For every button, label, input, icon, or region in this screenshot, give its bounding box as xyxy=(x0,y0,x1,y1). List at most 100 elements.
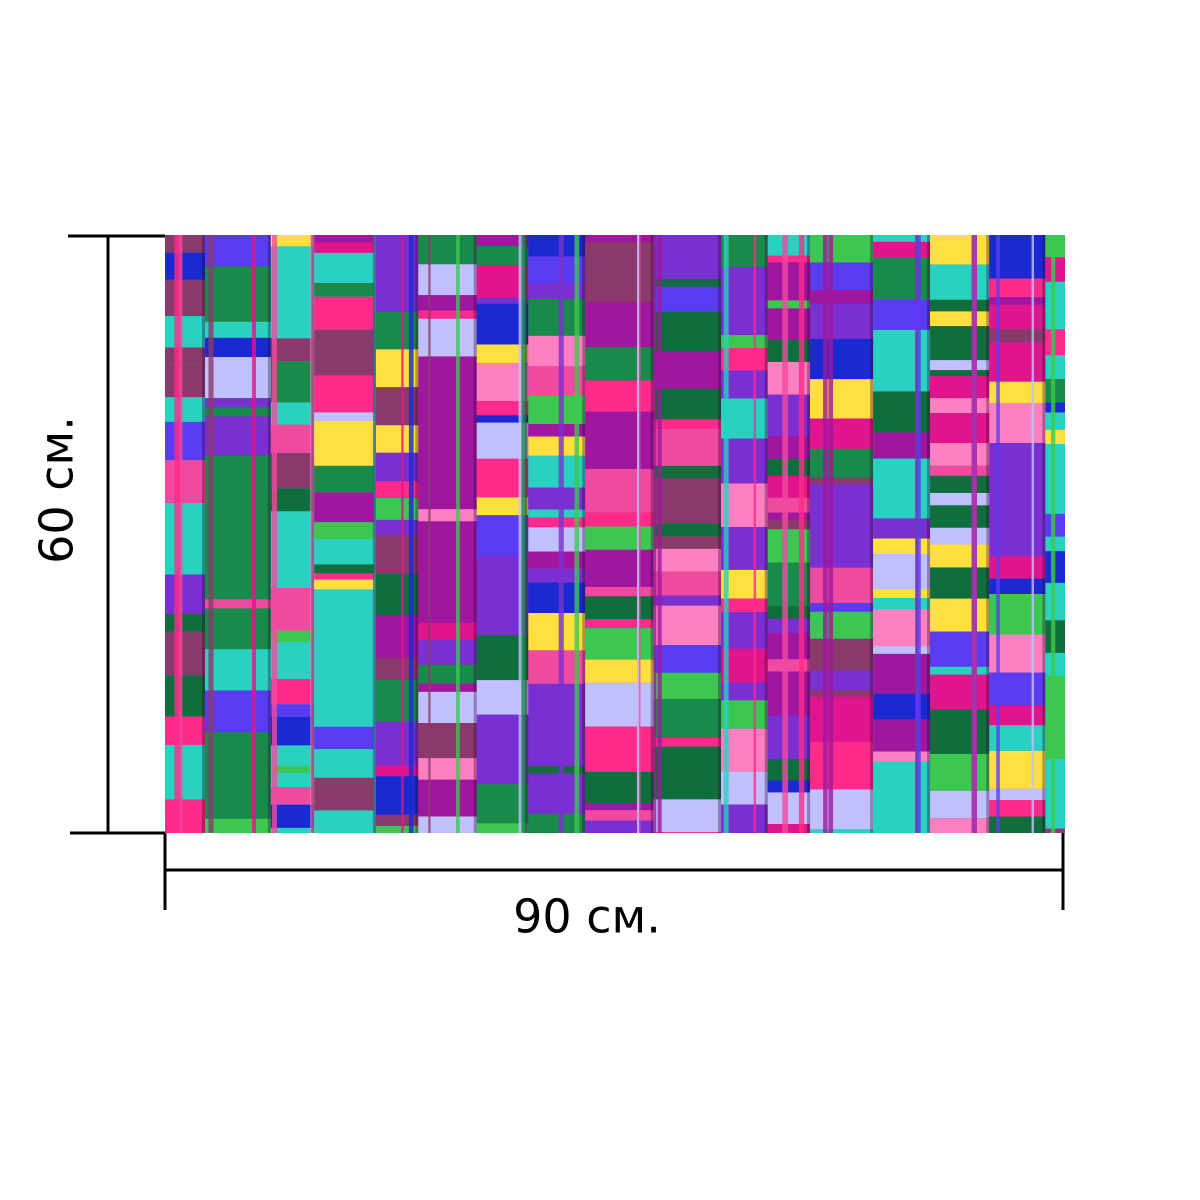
fabric-stripe xyxy=(428,235,431,833)
fabric-stripe xyxy=(873,432,932,459)
fabric-stripe xyxy=(270,587,316,631)
fabric-stripe xyxy=(375,498,420,520)
fabric-stripe xyxy=(653,595,723,606)
fabric-stripe xyxy=(873,598,932,610)
fabric-stripe xyxy=(314,726,377,750)
fabric-stripe xyxy=(653,571,723,596)
fabric-stripe xyxy=(810,379,875,419)
fabric-stripe xyxy=(205,690,272,733)
fabric-stripe xyxy=(418,816,478,833)
fabric-stripe xyxy=(165,347,207,364)
fabric-stripe xyxy=(314,579,377,590)
fabric-stripe xyxy=(271,235,278,833)
fabric-stripe xyxy=(653,351,723,389)
fabric-stripe xyxy=(270,630,316,643)
fabric-stripe xyxy=(205,599,272,609)
fabric-stripe xyxy=(476,344,530,364)
fabric-stripe xyxy=(528,436,587,456)
fabric-stripe xyxy=(314,777,377,811)
fabric-stripe xyxy=(823,235,828,833)
fabric-stripe xyxy=(653,605,723,646)
fabric-stripe xyxy=(767,339,812,362)
fabric-stripe xyxy=(165,421,207,461)
fabric-stripe xyxy=(418,264,478,296)
fabric-stripe xyxy=(721,398,769,439)
fabric-stripe xyxy=(205,357,272,399)
fabric-stripe xyxy=(418,622,478,640)
fabric-stripe xyxy=(873,646,932,654)
fabric-stripe xyxy=(270,716,316,746)
fabric-stripe xyxy=(930,398,991,414)
fabric-stripe xyxy=(636,235,640,833)
fabric-stripe xyxy=(810,789,875,830)
fabric-stripe xyxy=(930,311,991,327)
fabric-stripe xyxy=(653,672,723,700)
fabric-stripe xyxy=(314,329,377,376)
fabric-stripe xyxy=(930,264,991,300)
fabric-stripe xyxy=(585,468,655,513)
fabric-stripe xyxy=(165,574,207,614)
fabric-stripe xyxy=(528,551,587,569)
fabric-stripe xyxy=(767,458,812,477)
fabric-stripe xyxy=(930,544,991,568)
fabric-stripe xyxy=(528,424,587,437)
fabric-stripe xyxy=(767,715,812,760)
fabric-stripe xyxy=(558,235,564,833)
fabric-stripe xyxy=(767,308,812,340)
fabric-stripe xyxy=(810,567,875,604)
fabric-stripe xyxy=(810,448,875,478)
fabric-stripe xyxy=(767,519,812,530)
fabric-stripe xyxy=(585,347,655,381)
fabric-stripe xyxy=(653,699,723,738)
fabric-stripe xyxy=(585,682,655,727)
fabric-stripe xyxy=(873,391,932,433)
fabric-stripe xyxy=(314,465,377,493)
fabric-stripe xyxy=(653,536,723,549)
fabric-stripe xyxy=(810,262,875,269)
fabric-stripe xyxy=(585,771,655,804)
fabric-stripe xyxy=(415,235,419,833)
fabric-stripe xyxy=(418,310,478,319)
fabric-stripe xyxy=(721,728,769,772)
fabric-stripe xyxy=(165,252,207,280)
fabric-stripe xyxy=(314,522,377,540)
fabric-stripe xyxy=(653,548,723,572)
fabric-stripe xyxy=(810,756,875,790)
fabric-stripe xyxy=(165,758,207,767)
fabric-stripe xyxy=(782,235,789,833)
fabric-stripe xyxy=(810,611,875,639)
fabric-stripe xyxy=(930,666,991,675)
fabric-stripe xyxy=(930,527,991,545)
fabric-stripe xyxy=(930,443,991,466)
fabric-stripe xyxy=(653,832,723,833)
fabric-stripe xyxy=(585,380,655,412)
fabric-stripe xyxy=(810,418,875,440)
fabric-stripe xyxy=(930,631,991,667)
fabric-stripe xyxy=(202,235,206,833)
fabric-stripe xyxy=(653,235,723,280)
fabric-stripe xyxy=(930,818,991,833)
fabric-stripe xyxy=(767,562,812,607)
fabric-stripe xyxy=(525,235,529,833)
fabric-stripe xyxy=(165,235,207,253)
fabric-stripe xyxy=(653,419,723,429)
fabric-stripe xyxy=(873,609,932,647)
fabric-stripe xyxy=(650,235,654,833)
fabric-stripe xyxy=(165,460,207,504)
fabric-stripe xyxy=(657,235,662,833)
fabric-stripe xyxy=(311,235,315,833)
fabric-stripe xyxy=(873,458,932,488)
fabric-stripe xyxy=(989,297,1047,305)
fabric-stripe xyxy=(174,235,180,833)
fabric-stripe xyxy=(476,235,530,246)
fabric-stripe xyxy=(375,765,420,777)
fabric-stripe xyxy=(767,659,812,672)
fabric-stripe xyxy=(986,235,990,833)
fabric-stripe xyxy=(205,623,272,650)
fabric-stripe xyxy=(807,235,811,833)
fabric-stripe xyxy=(418,683,478,692)
fabric-stripe xyxy=(721,598,769,612)
fabric-stripe xyxy=(252,235,257,833)
fabric-stripe xyxy=(418,639,478,665)
fabric-stripe xyxy=(767,300,812,309)
